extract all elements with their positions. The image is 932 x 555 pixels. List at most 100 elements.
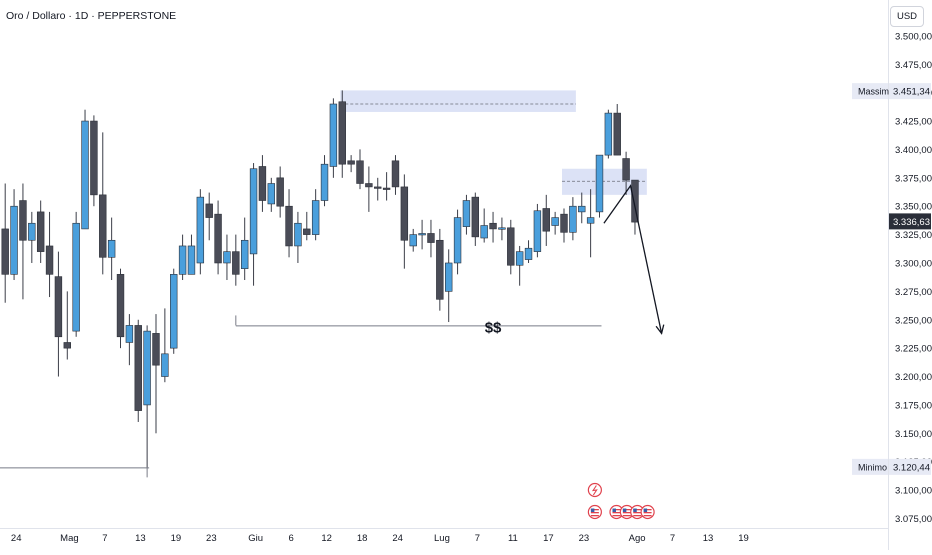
candle-body xyxy=(613,112,621,156)
x-tick-label: 7 xyxy=(475,533,480,544)
flag-stripe xyxy=(643,509,652,511)
candle-body xyxy=(267,183,275,205)
low-tag-value-bg xyxy=(889,458,931,475)
x-tick-label: 13 xyxy=(703,533,714,544)
x-tick-label: Ago xyxy=(629,533,646,544)
candle-body xyxy=(542,208,550,232)
candle-body xyxy=(338,101,346,165)
flag-canton xyxy=(590,508,595,512)
candle-body xyxy=(311,200,320,235)
candle-body xyxy=(578,205,586,213)
flag-stripe xyxy=(633,512,642,514)
candle-body xyxy=(329,103,338,167)
high-tag-label: Massimo xyxy=(858,87,894,97)
candle-body xyxy=(436,239,444,300)
candle-body xyxy=(152,333,160,366)
flag-stripe xyxy=(643,515,652,517)
candle-body xyxy=(45,245,54,275)
candle-body xyxy=(19,200,27,241)
candle-body xyxy=(462,200,471,227)
y-tick-label: 3.075,00 xyxy=(895,514,932,525)
candle-body xyxy=(569,205,577,233)
candle-body xyxy=(170,274,178,349)
flag-stripe xyxy=(612,515,621,517)
candle-body xyxy=(143,330,151,406)
candle-body xyxy=(223,251,231,264)
candle-body xyxy=(99,194,107,258)
candle-body xyxy=(125,325,134,343)
projection-path xyxy=(603,184,663,334)
flag-canton xyxy=(633,508,637,512)
chart-title: Oro / Dollaro · 1D · PEPPERSTONE xyxy=(6,10,177,22)
candle-body xyxy=(249,168,258,255)
x-tick-label: 6 xyxy=(289,533,294,544)
upper-supply-zone xyxy=(340,90,576,112)
low-tag-value: 3.120,44 xyxy=(893,462,930,473)
candle-body xyxy=(453,217,462,264)
candle-body xyxy=(116,274,125,338)
y-tick-label: 3.150,00 xyxy=(895,429,932,440)
x-tick-label: 12 xyxy=(321,533,332,544)
x-tick-label: Mag xyxy=(60,533,78,544)
high-tag-value-bg xyxy=(889,83,931,100)
candle-body xyxy=(107,239,116,258)
y-tick-label: 3.200,00 xyxy=(895,372,932,383)
candle-body xyxy=(1,228,9,275)
flag-stripe xyxy=(643,512,652,514)
candle-body xyxy=(471,196,480,238)
flag-stripe xyxy=(622,515,631,517)
flash-glyph xyxy=(591,485,598,496)
liquidity-label: $$ xyxy=(485,319,502,336)
candle-body xyxy=(63,342,71,349)
candle-body xyxy=(498,227,506,230)
candle-body xyxy=(320,163,329,201)
candle-body xyxy=(258,166,267,201)
candle-body xyxy=(533,210,542,252)
candle-body xyxy=(515,251,524,266)
flag-canton xyxy=(612,508,616,512)
flag-stripe xyxy=(612,509,621,511)
flag-canton xyxy=(622,508,627,512)
candle-body xyxy=(214,213,222,264)
flag-stripe xyxy=(622,509,631,511)
x-tick-label: 13 xyxy=(135,533,146,544)
candle-body xyxy=(72,222,80,332)
candle-body xyxy=(524,247,533,260)
candle-body xyxy=(365,183,373,188)
candle-body xyxy=(347,160,355,165)
x-tick-label: 24 xyxy=(11,533,22,544)
flag-stripe xyxy=(590,512,599,514)
last-price-tag-value: 3.336,63 xyxy=(893,217,930,228)
x-tick-label: 11 xyxy=(508,533,518,544)
low-tag-label: Minimo xyxy=(858,462,887,472)
candle-body xyxy=(418,233,426,236)
flag-stripe xyxy=(590,515,599,517)
x-tick-label: 7 xyxy=(102,533,107,544)
flag-stripe xyxy=(622,512,631,514)
candle-body xyxy=(551,217,559,226)
candle-body xyxy=(444,262,453,292)
candle-body xyxy=(560,213,568,233)
currency-selector[interactable]: USD xyxy=(890,6,924,27)
x-tick-label: 23 xyxy=(206,533,217,544)
candle-body xyxy=(276,177,284,207)
candle-body xyxy=(81,120,89,230)
candle-body xyxy=(409,234,417,247)
candle-body xyxy=(187,245,196,275)
candle-body xyxy=(36,211,45,252)
candle-body xyxy=(595,154,604,213)
candle-body xyxy=(586,217,595,224)
flag-stripe xyxy=(633,515,642,517)
x-tick-label: Lug xyxy=(434,533,450,544)
high-tag-value: 3.451,34 xyxy=(893,87,930,98)
candle-body xyxy=(480,225,488,239)
candle-body xyxy=(10,205,18,275)
candle-body xyxy=(196,196,205,264)
y-tick-label: 3.425,00 xyxy=(895,117,932,128)
candle-body xyxy=(391,160,400,188)
candle-body xyxy=(205,203,213,218)
candle-body xyxy=(28,222,36,241)
candle-body xyxy=(356,160,364,184)
candle-body xyxy=(294,222,302,247)
